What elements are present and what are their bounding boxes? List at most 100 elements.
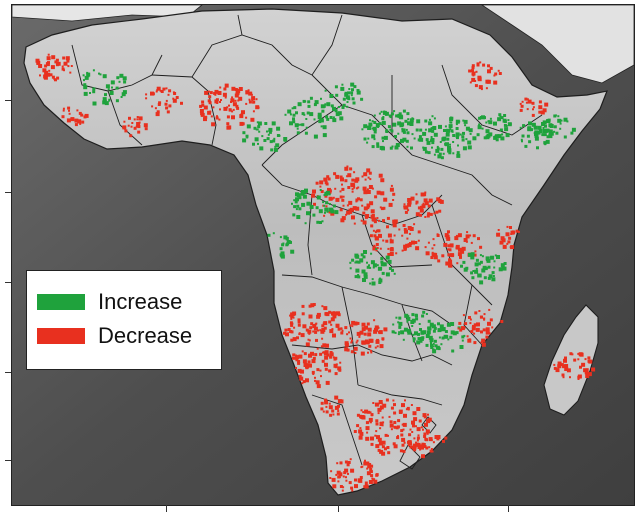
legend-label-decrease: Decrease (98, 323, 193, 348)
increase-pixel (441, 137, 446, 142)
decrease-pixel (370, 351, 373, 354)
increase-pixel (357, 274, 360, 276)
decrease-pixel (392, 442, 396, 446)
decrease-pixel (431, 450, 434, 453)
increase-pixel (342, 97, 346, 101)
decrease-pixel (362, 186, 367, 191)
decrease-pixel (165, 87, 168, 90)
decrease-pixel (509, 226, 512, 229)
decrease-pixel (325, 410, 329, 414)
increase-pixel (373, 121, 377, 124)
decrease-pixel (456, 262, 459, 265)
decrease-pixel (399, 411, 402, 414)
increase-pixel (122, 76, 127, 81)
increase-pixel (413, 137, 416, 140)
decrease-pixel (524, 97, 528, 101)
decrease-pixel (468, 69, 472, 73)
decrease-pixel (364, 178, 367, 181)
increase-pixel (398, 331, 401, 334)
increase-pixel (425, 138, 429, 142)
decrease-pixel (319, 369, 322, 372)
decrease-pixel (393, 403, 396, 407)
increase-pixel (107, 88, 110, 91)
decrease-pixel (424, 246, 427, 249)
decrease-pixel (379, 405, 384, 410)
decrease-pixel (510, 245, 515, 250)
decrease-pixel (389, 239, 394, 244)
decrease-pixel (345, 479, 348, 482)
decrease-pixel (436, 197, 441, 202)
decrease-pixel (339, 399, 344, 404)
decrease-pixel (498, 72, 502, 75)
africa-map[interactable] (12, 5, 634, 505)
decrease-pixel (295, 367, 297, 369)
decrease-pixel (329, 352, 334, 357)
increase-pixel (455, 132, 460, 137)
increase-pixel (462, 131, 465, 135)
increase-pixel (406, 131, 410, 135)
increase-pixel (446, 128, 450, 133)
decrease-pixel (376, 229, 380, 233)
increase-pixel (398, 316, 402, 320)
increase-pixel (432, 126, 437, 130)
increase-pixel (464, 124, 467, 127)
decrease-pixel (38, 64, 43, 68)
increase-pixel (549, 124, 554, 128)
decrease-pixel (376, 345, 379, 348)
decrease-pixel (201, 100, 205, 104)
increase-pixel (368, 264, 370, 267)
increase-pixel (485, 129, 490, 134)
increase-pixel (371, 278, 374, 281)
decrease-pixel (332, 413, 335, 416)
increase-pixel (478, 116, 482, 120)
increase-pixel (472, 270, 475, 272)
decrease-pixel (339, 361, 342, 364)
decrease-pixel (563, 358, 567, 363)
decrease-pixel (332, 314, 337, 319)
increase-pixel (394, 331, 397, 334)
decrease-pixel (560, 363, 564, 367)
decrease-pixel (212, 106, 215, 109)
decrease-pixel (424, 201, 429, 206)
increase-pixel (440, 343, 443, 346)
decrease-pixel (320, 190, 324, 193)
decrease-pixel (359, 198, 363, 202)
increase-pixel (387, 125, 391, 129)
decrease-pixel (324, 350, 329, 355)
decrease-pixel (393, 421, 397, 424)
increase-pixel (357, 260, 361, 264)
decrease-pixel (493, 80, 498, 85)
increase-pixel (385, 130, 389, 133)
increase-pixel (388, 267, 392, 270)
increase-pixel (500, 136, 505, 141)
decrease-pixel (238, 87, 243, 91)
increase-pixel (360, 97, 364, 101)
decrease-pixel (298, 374, 302, 378)
decrease-pixel (70, 65, 73, 67)
increase-pixel (321, 220, 324, 223)
increase-pixel (377, 126, 380, 128)
decrease-pixel (250, 93, 253, 96)
decrease-pixel (419, 444, 423, 449)
decrease-pixel (51, 55, 56, 60)
increase-pixel (254, 137, 259, 142)
decrease-pixel (367, 464, 372, 469)
decrease-pixel (367, 332, 372, 337)
increase-pixel (319, 118, 324, 123)
decrease-pixel (251, 96, 256, 101)
increase-pixel (422, 131, 427, 136)
decrease-pixel (67, 65, 70, 68)
increase-pixel (411, 318, 416, 323)
decrease-pixel (328, 310, 332, 314)
increase-pixel (395, 114, 399, 118)
increase-pixel (474, 262, 479, 267)
increase-pixel (500, 116, 504, 120)
decrease-pixel (478, 85, 483, 90)
increase-pixel (335, 93, 339, 97)
increase-pixel (355, 254, 360, 259)
decrease-pixel (145, 97, 148, 100)
decrease-pixel (577, 374, 582, 379)
decrease-pixel (369, 411, 372, 414)
decrease-pixel (482, 63, 486, 67)
decrease-pixel (303, 352, 307, 356)
